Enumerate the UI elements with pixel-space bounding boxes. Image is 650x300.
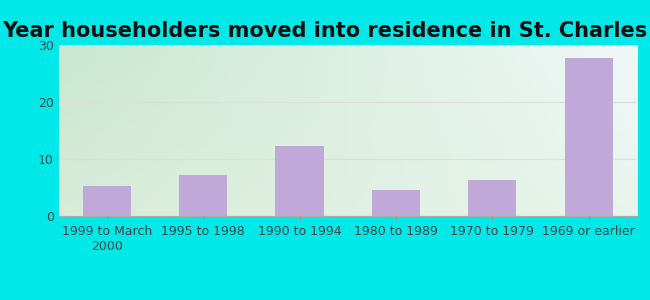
Bar [179,175,228,216]
Bar [468,180,517,216]
Bar [565,58,613,216]
Bar [83,186,131,216]
Text: Year householders moved into residence in St. Charles: Year householders moved into residence i… [3,21,647,41]
Bar [372,190,420,216]
Bar [276,146,324,216]
